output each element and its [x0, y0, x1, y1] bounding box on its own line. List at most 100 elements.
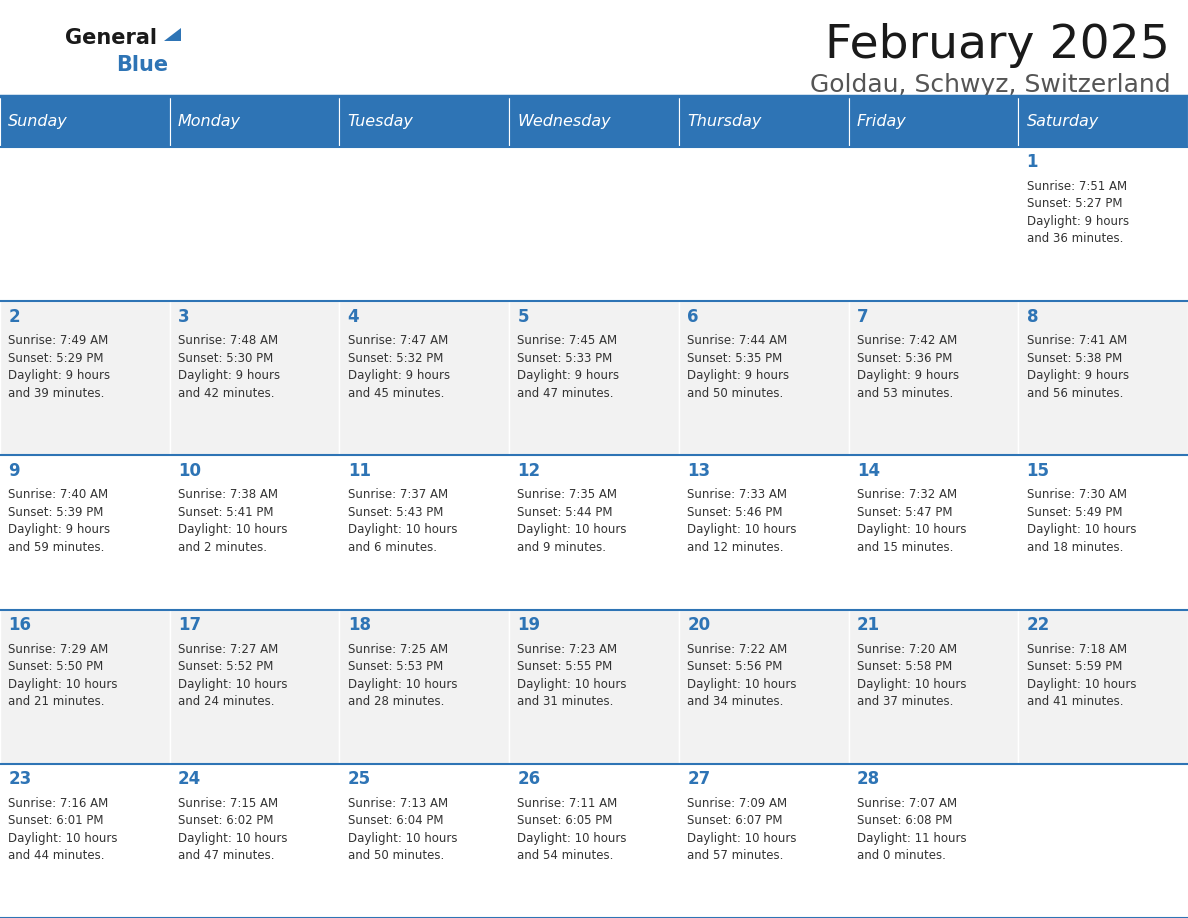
Bar [170, 455, 340, 610]
Bar [678, 301, 848, 455]
Text: Blue: Blue [116, 55, 169, 75]
Text: Sunrise: 7:13 AM
Sunset: 6:04 PM
Daylight: 10 hours
and 50 minutes.: Sunrise: 7:13 AM Sunset: 6:04 PM Dayligh… [348, 797, 457, 862]
Text: Wednesday: Wednesday [518, 114, 611, 129]
Text: Sunrise: 7:44 AM
Sunset: 5:35 PM
Daylight: 9 hours
and 50 minutes.: Sunrise: 7:44 AM Sunset: 5:35 PM Dayligh… [687, 334, 789, 399]
Bar [0, 96, 170, 147]
Text: Sunrise: 7:33 AM
Sunset: 5:46 PM
Daylight: 10 hours
and 12 minutes.: Sunrise: 7:33 AM Sunset: 5:46 PM Dayligh… [687, 488, 797, 554]
Text: 9: 9 [8, 462, 20, 480]
Bar [848, 455, 1018, 610]
Text: Sunrise: 7:51 AM
Sunset: 5:27 PM
Daylight: 9 hours
and 36 minutes.: Sunrise: 7:51 AM Sunset: 5:27 PM Dayligh… [1026, 180, 1129, 245]
Text: 22: 22 [1026, 616, 1050, 634]
Bar [340, 147, 510, 301]
Bar [1018, 147, 1188, 301]
Text: 18: 18 [348, 616, 371, 634]
Text: Sunrise: 7:29 AM
Sunset: 5:50 PM
Daylight: 10 hours
and 21 minutes.: Sunrise: 7:29 AM Sunset: 5:50 PM Dayligh… [8, 643, 118, 708]
Bar [510, 455, 678, 610]
Bar [1018, 455, 1188, 610]
Text: Monday: Monday [178, 114, 241, 129]
Text: 25: 25 [348, 770, 371, 789]
Text: Sunrise: 7:15 AM
Sunset: 6:02 PM
Daylight: 10 hours
and 47 minutes.: Sunrise: 7:15 AM Sunset: 6:02 PM Dayligh… [178, 797, 287, 862]
Text: General: General [65, 28, 157, 48]
Bar [340, 610, 510, 764]
Text: Tuesday: Tuesday [348, 114, 413, 129]
Bar [1018, 301, 1188, 455]
Text: February 2025: February 2025 [826, 23, 1170, 68]
Text: 20: 20 [687, 616, 710, 634]
Bar [0, 455, 170, 610]
Bar [340, 96, 510, 147]
Text: 27: 27 [687, 770, 710, 789]
Text: 16: 16 [8, 616, 31, 634]
Text: Sunrise: 7:30 AM
Sunset: 5:49 PM
Daylight: 10 hours
and 18 minutes.: Sunrise: 7:30 AM Sunset: 5:49 PM Dayligh… [1026, 488, 1136, 554]
Text: Thursday: Thursday [687, 114, 762, 129]
Bar [848, 764, 1018, 918]
Bar [510, 301, 678, 455]
Bar [170, 96, 340, 147]
Bar [1018, 764, 1188, 918]
Bar [0, 147, 170, 301]
Bar [678, 764, 848, 918]
Text: Sunrise: 7:23 AM
Sunset: 5:55 PM
Daylight: 10 hours
and 31 minutes.: Sunrise: 7:23 AM Sunset: 5:55 PM Dayligh… [518, 643, 627, 708]
Bar [170, 764, 340, 918]
Bar [510, 96, 678, 147]
Bar [678, 455, 848, 610]
Text: Sunrise: 7:47 AM
Sunset: 5:32 PM
Daylight: 9 hours
and 45 minutes.: Sunrise: 7:47 AM Sunset: 5:32 PM Dayligh… [348, 334, 450, 399]
Text: 7: 7 [857, 308, 868, 326]
Text: 15: 15 [1026, 462, 1050, 480]
Text: 28: 28 [857, 770, 880, 789]
Text: 1: 1 [1026, 153, 1038, 172]
Bar [0, 301, 170, 455]
Bar [1018, 610, 1188, 764]
Text: Saturday: Saturday [1026, 114, 1099, 129]
Text: 26: 26 [518, 770, 541, 789]
Bar [510, 147, 678, 301]
Bar [0, 764, 170, 918]
Text: 12: 12 [518, 462, 541, 480]
Text: Sunrise: 7:38 AM
Sunset: 5:41 PM
Daylight: 10 hours
and 2 minutes.: Sunrise: 7:38 AM Sunset: 5:41 PM Dayligh… [178, 488, 287, 554]
Bar [510, 764, 678, 918]
Bar [848, 301, 1018, 455]
Text: 21: 21 [857, 616, 880, 634]
Text: 6: 6 [687, 308, 699, 326]
Text: Sunrise: 7:18 AM
Sunset: 5:59 PM
Daylight: 10 hours
and 41 minutes.: Sunrise: 7:18 AM Sunset: 5:59 PM Dayligh… [1026, 643, 1136, 708]
Polygon shape [164, 28, 181, 41]
Bar [340, 764, 510, 918]
Text: Sunrise: 7:41 AM
Sunset: 5:38 PM
Daylight: 9 hours
and 56 minutes.: Sunrise: 7:41 AM Sunset: 5:38 PM Dayligh… [1026, 334, 1129, 399]
Text: 4: 4 [348, 308, 359, 326]
Text: 2: 2 [8, 308, 20, 326]
Bar [0, 610, 170, 764]
Text: Sunday: Sunday [8, 114, 68, 129]
Text: Sunrise: 7:27 AM
Sunset: 5:52 PM
Daylight: 10 hours
and 24 minutes.: Sunrise: 7:27 AM Sunset: 5:52 PM Dayligh… [178, 643, 287, 708]
Text: Goldau, Schwyz, Switzerland: Goldau, Schwyz, Switzerland [809, 73, 1170, 97]
Text: Sunrise: 7:49 AM
Sunset: 5:29 PM
Daylight: 9 hours
and 39 minutes.: Sunrise: 7:49 AM Sunset: 5:29 PM Dayligh… [8, 334, 110, 399]
Bar [1018, 96, 1188, 147]
Bar [678, 96, 848, 147]
Bar [678, 610, 848, 764]
Text: 8: 8 [1026, 308, 1038, 326]
Bar [848, 147, 1018, 301]
Text: Sunrise: 7:07 AM
Sunset: 6:08 PM
Daylight: 11 hours
and 0 minutes.: Sunrise: 7:07 AM Sunset: 6:08 PM Dayligh… [857, 797, 967, 862]
Text: Sunrise: 7:20 AM
Sunset: 5:58 PM
Daylight: 10 hours
and 37 minutes.: Sunrise: 7:20 AM Sunset: 5:58 PM Dayligh… [857, 643, 966, 708]
Text: 23: 23 [8, 770, 32, 789]
Text: Sunrise: 7:48 AM
Sunset: 5:30 PM
Daylight: 9 hours
and 42 minutes.: Sunrise: 7:48 AM Sunset: 5:30 PM Dayligh… [178, 334, 280, 399]
Text: Sunrise: 7:25 AM
Sunset: 5:53 PM
Daylight: 10 hours
and 28 minutes.: Sunrise: 7:25 AM Sunset: 5:53 PM Dayligh… [348, 643, 457, 708]
Bar [170, 301, 340, 455]
Text: Sunrise: 7:45 AM
Sunset: 5:33 PM
Daylight: 9 hours
and 47 minutes.: Sunrise: 7:45 AM Sunset: 5:33 PM Dayligh… [518, 334, 620, 399]
Bar [848, 610, 1018, 764]
Text: 17: 17 [178, 616, 201, 634]
Text: Sunrise: 7:22 AM
Sunset: 5:56 PM
Daylight: 10 hours
and 34 minutes.: Sunrise: 7:22 AM Sunset: 5:56 PM Dayligh… [687, 643, 797, 708]
Text: Sunrise: 7:11 AM
Sunset: 6:05 PM
Daylight: 10 hours
and 54 minutes.: Sunrise: 7:11 AM Sunset: 6:05 PM Dayligh… [518, 797, 627, 862]
Text: 5: 5 [518, 308, 529, 326]
Text: Sunrise: 7:09 AM
Sunset: 6:07 PM
Daylight: 10 hours
and 57 minutes.: Sunrise: 7:09 AM Sunset: 6:07 PM Dayligh… [687, 797, 797, 862]
Bar [170, 147, 340, 301]
Text: Sunrise: 7:37 AM
Sunset: 5:43 PM
Daylight: 10 hours
and 6 minutes.: Sunrise: 7:37 AM Sunset: 5:43 PM Dayligh… [348, 488, 457, 554]
Text: 13: 13 [687, 462, 710, 480]
Text: Sunrise: 7:16 AM
Sunset: 6:01 PM
Daylight: 10 hours
and 44 minutes.: Sunrise: 7:16 AM Sunset: 6:01 PM Dayligh… [8, 797, 118, 862]
Bar [510, 610, 678, 764]
Text: Sunrise: 7:42 AM
Sunset: 5:36 PM
Daylight: 9 hours
and 53 minutes.: Sunrise: 7:42 AM Sunset: 5:36 PM Dayligh… [857, 334, 959, 399]
Text: 24: 24 [178, 770, 201, 789]
Bar [170, 610, 340, 764]
Bar [340, 301, 510, 455]
Text: 3: 3 [178, 308, 190, 326]
Text: 19: 19 [518, 616, 541, 634]
